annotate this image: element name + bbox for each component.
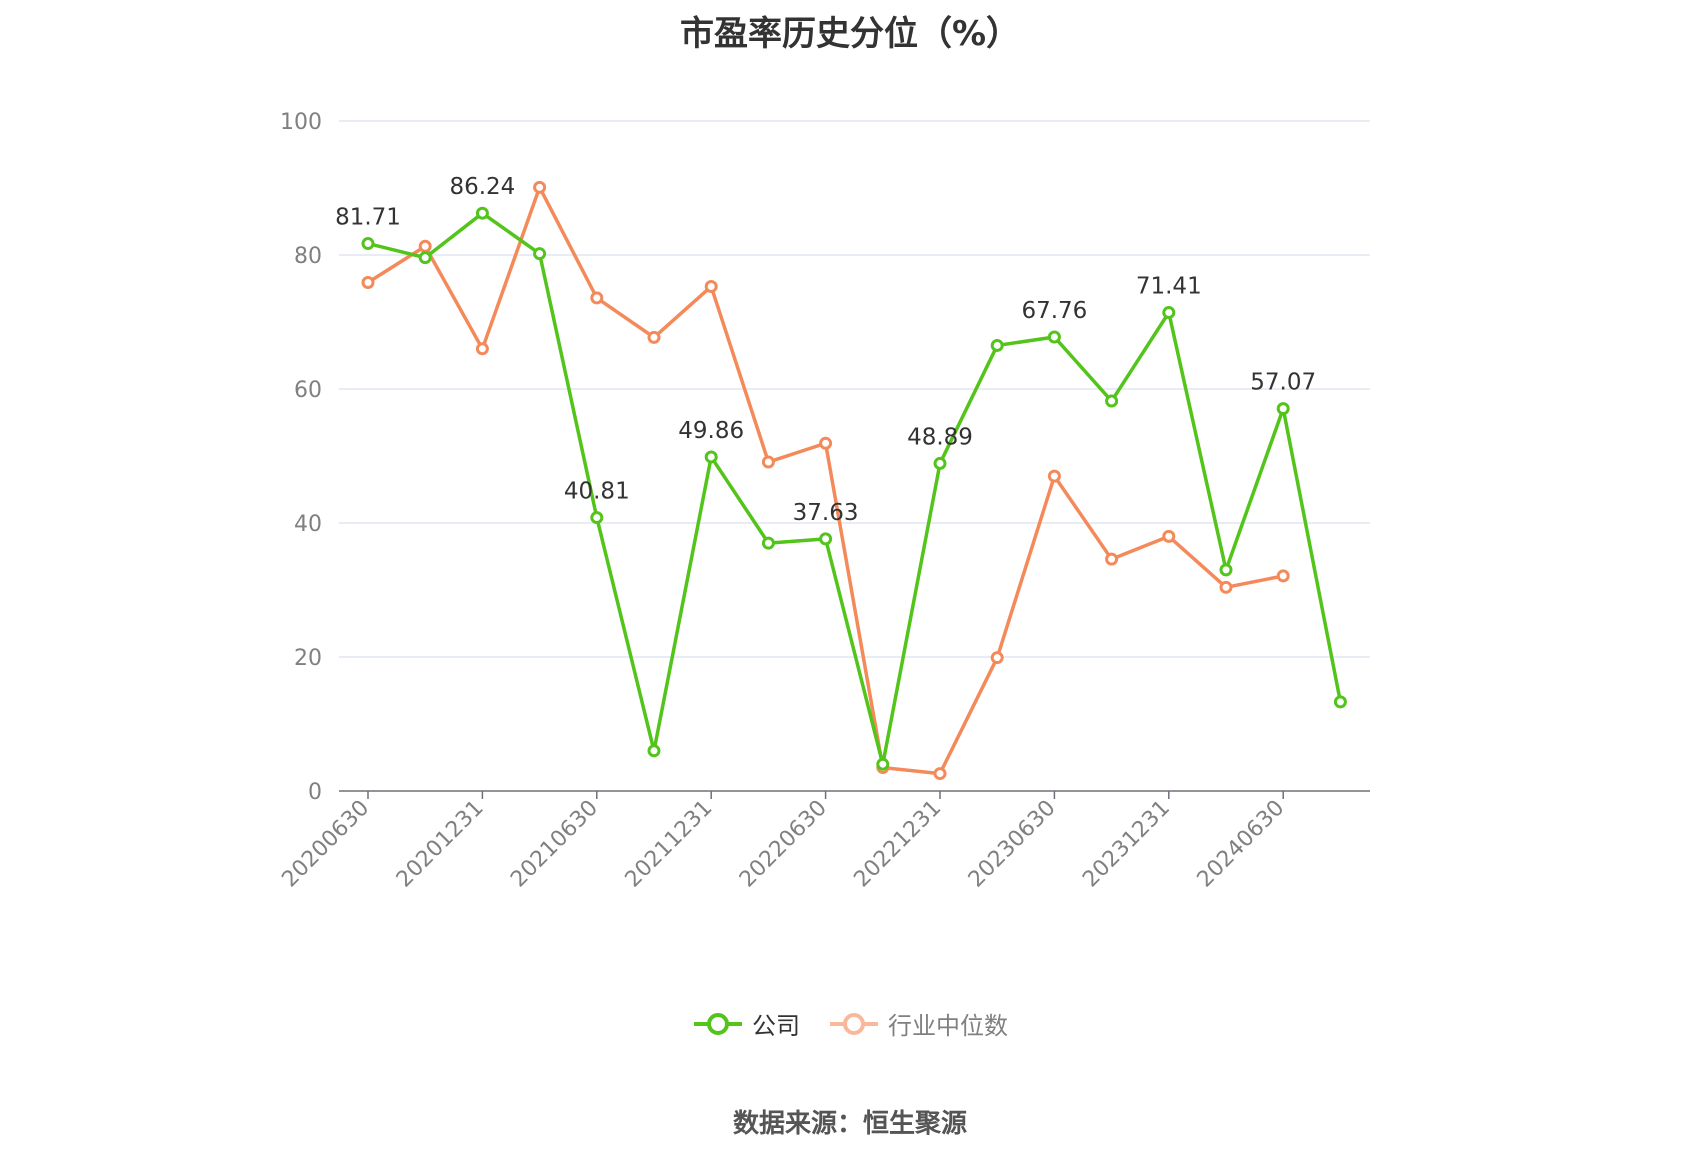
data-source: 数据来源：恒生聚源 [732, 1109, 967, 1139]
data-point-industry-median [533, 180, 547, 194]
data-point-industry-median [990, 651, 1004, 665]
data-label: 48.89 [907, 424, 973, 450]
data-point-company [1276, 402, 1290, 416]
chart-title: 市盈率历史分位（%） [679, 14, 1021, 54]
data-point-industry-median [1219, 580, 1233, 594]
data-point-company [647, 744, 661, 758]
legend-industry-marker-icon [830, 1012, 878, 1035]
data-point-industry-median [418, 239, 432, 253]
data-point-company [1162, 306, 1176, 320]
grid-lines [339, 120, 1370, 658]
x-tick-label: 20220630 [735, 796, 832, 893]
data-point-company [990, 338, 1004, 352]
data-point-company [590, 511, 604, 525]
data-point-company [876, 757, 890, 771]
data-point-company [361, 237, 375, 251]
data-point-industry-median [1276, 569, 1290, 583]
legend-label-industry-median: 行业中位数 [888, 1012, 1008, 1040]
data-point-industry-median [1162, 529, 1176, 543]
x-tick-label: 20200630 [277, 796, 374, 893]
data-point-industry-median [933, 767, 947, 781]
data-point-company [1333, 695, 1347, 709]
y-tick-label: 0 [308, 780, 322, 805]
x-tick-label: 20230630 [964, 796, 1061, 893]
legend: 公司 行业中位数 [0, 1006, 1700, 1041]
data-point-industry-median [761, 455, 775, 469]
data-point-company [475, 206, 489, 220]
data-point-company [418, 251, 432, 265]
data-point-company [819, 532, 833, 546]
data-label: 57.07 [1250, 370, 1316, 396]
data-label: 67.76 [1021, 298, 1087, 324]
data-label: 49.86 [678, 418, 744, 444]
series-line-company [367, 211, 1343, 766]
y-tick-label: 80 [294, 244, 322, 269]
x-tick-label: 20211231 [621, 796, 718, 893]
data-labels: 81.71 86.24 40.81 49.86 37.63 48.89 67.76 71.41… [335, 174, 1316, 526]
data-point-industry-median [819, 436, 833, 450]
x-tick-label: 20210630 [506, 796, 603, 893]
data-point-company [1219, 563, 1233, 577]
x-tick-label: 20201231 [392, 796, 489, 893]
legend-item-industry-median[interactable]: 行业中位数 [828, 1006, 1008, 1041]
data-label: 81.71 [335, 205, 401, 231]
y-tick-label: 20 [294, 646, 322, 671]
data-point-industry-median [475, 342, 489, 356]
data-point-industry-median [361, 275, 375, 289]
data-point-company [1105, 394, 1119, 408]
data-point-industry-median [704, 279, 718, 293]
data-label: 71.41 [1136, 274, 1202, 300]
data-label: 40.81 [564, 479, 630, 505]
data-point-industry-median [590, 291, 604, 305]
data-point-industry-median [1105, 552, 1119, 566]
y-tick-label: 100 [280, 110, 322, 135]
y-tick-label: 40 [294, 512, 322, 537]
data-point-company [704, 450, 718, 464]
y-tick-label: 60 [294, 378, 322, 403]
legend-label-company: 公司 [752, 1012, 800, 1040]
y-axis-ticks: 0 20 40 60 80 100 [280, 110, 322, 805]
data-point-company [533, 247, 547, 261]
legend-item-company[interactable]: 公司 [692, 1006, 800, 1041]
data-point-company [761, 536, 775, 550]
x-axis-ticks: 20200630 20201231 20210630 20211231 20220630… [277, 791, 1289, 892]
data-point-company [933, 456, 947, 470]
data-point-company [1047, 330, 1061, 344]
data-label: 37.63 [793, 500, 859, 526]
x-tick-label: 20240630 [1193, 796, 1290, 893]
data-label: 86.24 [449, 174, 515, 200]
x-tick-label: 20221231 [849, 796, 946, 893]
data-point-industry-median [647, 330, 661, 344]
x-tick-label: 20231231 [1078, 796, 1175, 893]
data-point-industry-median [1047, 469, 1061, 483]
series-group [361, 180, 1347, 781]
legend-company-marker-icon [694, 1012, 742, 1035]
